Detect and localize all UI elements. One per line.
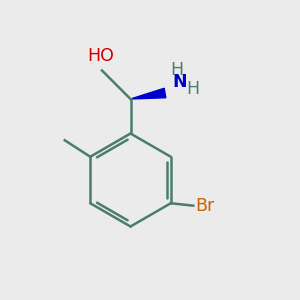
Text: H: H — [186, 80, 199, 98]
Polygon shape — [130, 88, 166, 99]
Text: Br: Br — [195, 197, 214, 215]
Text: HO: HO — [87, 47, 114, 65]
Text: N: N — [173, 74, 187, 92]
Text: H: H — [170, 61, 184, 80]
